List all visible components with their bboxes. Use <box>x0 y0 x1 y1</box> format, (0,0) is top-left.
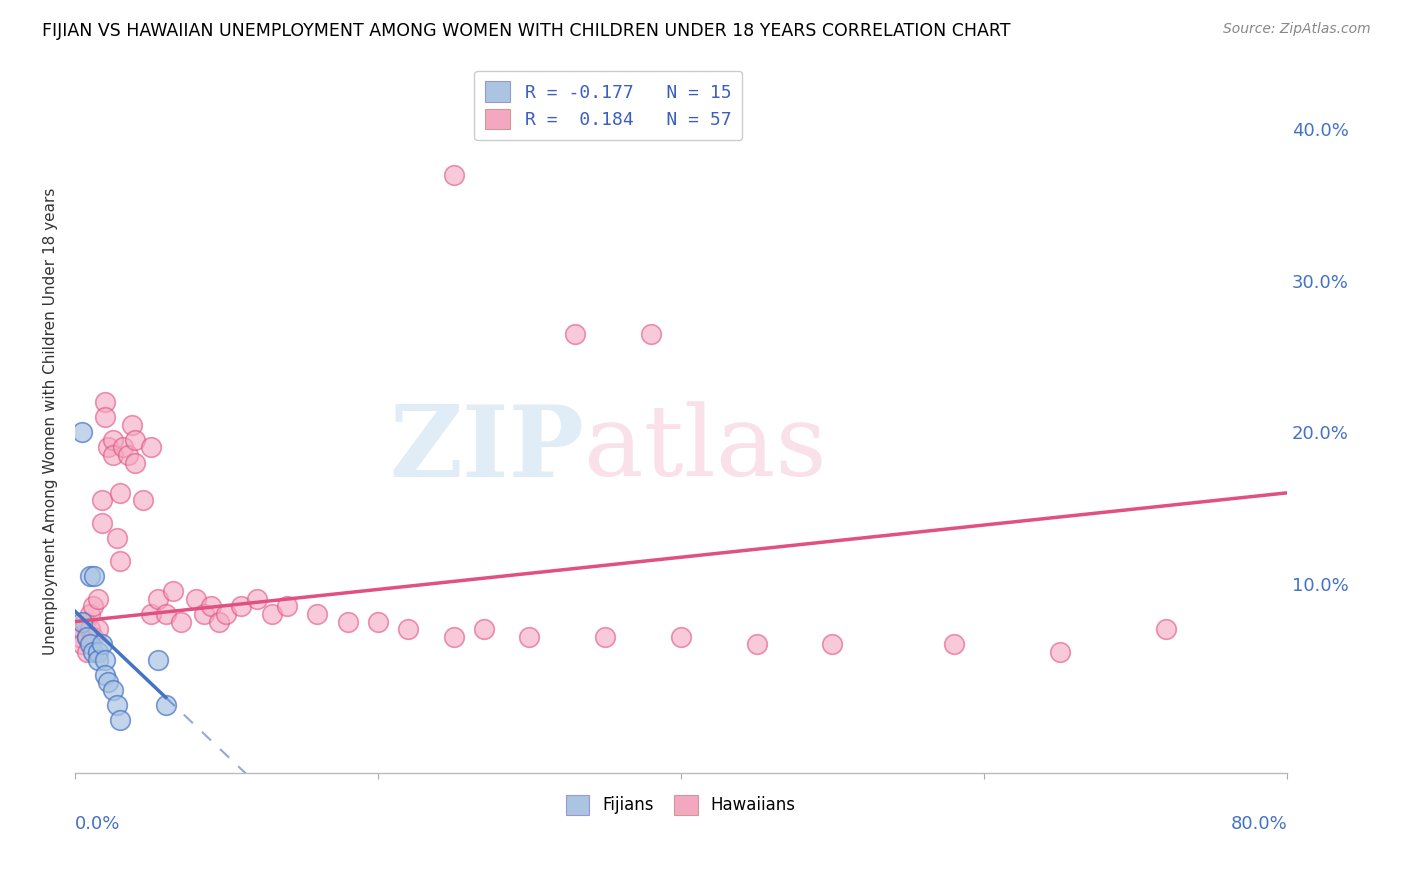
Text: atlas: atlas <box>583 401 827 497</box>
Point <box>215 607 238 621</box>
Point <box>86 622 108 636</box>
Point <box>86 652 108 666</box>
Point <box>1049 645 1071 659</box>
Point <box>276 599 298 614</box>
Point <box>91 637 114 651</box>
Point <box>105 531 128 545</box>
Point <box>110 554 132 568</box>
Point <box>72 425 94 440</box>
Point <box>260 607 283 621</box>
Point <box>94 410 117 425</box>
Point <box>146 591 169 606</box>
Point <box>105 698 128 712</box>
Text: ZIP: ZIP <box>389 401 583 498</box>
Point <box>745 637 768 651</box>
Point <box>82 599 104 614</box>
Point <box>193 607 215 621</box>
Point <box>79 637 101 651</box>
Point <box>155 607 177 621</box>
Point <box>162 584 184 599</box>
Text: Source: ZipAtlas.com: Source: ZipAtlas.com <box>1223 22 1371 37</box>
Point <box>67 630 90 644</box>
Point <box>72 637 94 651</box>
Point <box>94 667 117 681</box>
Point <box>942 637 965 651</box>
Point <box>121 417 143 432</box>
Point <box>97 675 120 690</box>
Point <box>336 615 359 629</box>
Point <box>101 433 124 447</box>
Point <box>101 682 124 697</box>
Point <box>101 448 124 462</box>
Y-axis label: Unemployment Among Women with Children Under 18 years: Unemployment Among Women with Children U… <box>44 187 58 655</box>
Point <box>79 569 101 583</box>
Point <box>110 486 132 500</box>
Point <box>564 326 586 341</box>
Point <box>97 441 120 455</box>
Point <box>110 713 132 727</box>
Point <box>76 630 98 644</box>
Point <box>91 516 114 530</box>
Point <box>139 441 162 455</box>
Point <box>396 622 419 636</box>
Point <box>200 599 222 614</box>
Point <box>112 441 135 455</box>
Point <box>82 645 104 659</box>
Legend: Fijians, Hawaiians: Fijians, Hawaiians <box>560 789 803 822</box>
Point <box>443 630 465 644</box>
Point <box>669 630 692 644</box>
Point <box>184 591 207 606</box>
Point <box>307 607 329 621</box>
Point <box>519 630 541 644</box>
Point <box>821 637 844 651</box>
Point <box>139 607 162 621</box>
Point <box>79 622 101 636</box>
Point <box>124 433 146 447</box>
Point <box>124 456 146 470</box>
Point <box>593 630 616 644</box>
Point <box>75 615 97 629</box>
Point <box>76 630 98 644</box>
Point <box>170 615 193 629</box>
Point <box>367 615 389 629</box>
Point <box>117 448 139 462</box>
Text: 0.0%: 0.0% <box>75 815 120 833</box>
Point <box>83 569 105 583</box>
Point <box>472 622 495 636</box>
Text: 80.0%: 80.0% <box>1230 815 1286 833</box>
Point <box>231 599 253 614</box>
Point <box>155 698 177 712</box>
Point <box>91 493 114 508</box>
Point <box>208 615 231 629</box>
Text: FIJIAN VS HAWAIIAN UNEMPLOYMENT AMONG WOMEN WITH CHILDREN UNDER 18 YEARS CORRELA: FIJIAN VS HAWAIIAN UNEMPLOYMENT AMONG WO… <box>42 22 1011 40</box>
Point <box>79 607 101 621</box>
Point <box>443 168 465 182</box>
Point <box>82 630 104 644</box>
Point <box>72 615 94 629</box>
Point <box>72 622 94 636</box>
Point <box>86 591 108 606</box>
Point <box>246 591 269 606</box>
Point <box>94 652 117 666</box>
Point <box>640 326 662 341</box>
Point <box>76 645 98 659</box>
Point <box>1154 622 1177 636</box>
Point <box>86 645 108 659</box>
Point <box>146 652 169 666</box>
Point <box>94 395 117 409</box>
Point <box>132 493 155 508</box>
